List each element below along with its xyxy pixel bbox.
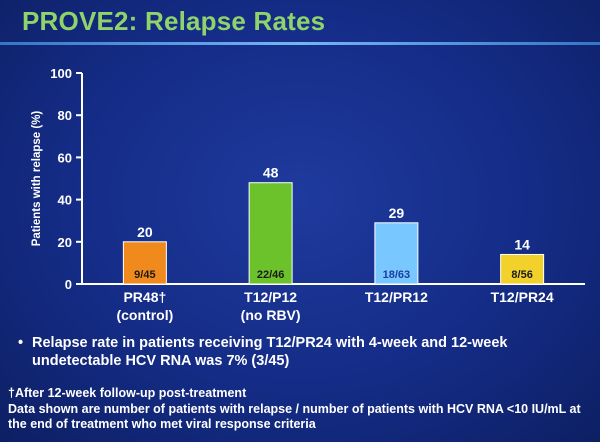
x-tick-label: T12/P12 [244, 289, 297, 305]
bar-value-label: 14 [514, 236, 530, 252]
bar [248, 182, 293, 285]
bar-value-label: 29 [389, 205, 405, 221]
y-tick-label: 80 [58, 108, 72, 123]
y-tick-label: 20 [58, 235, 72, 250]
bar-count-label: 9/45 [134, 269, 155, 281]
bar-count-label: 8/56 [511, 269, 532, 281]
footnotes: †After 12-week follow-up post-treatment … [8, 386, 598, 433]
x-tick-sublabel: (control) [116, 307, 173, 323]
y-tick-label: 100 [50, 66, 72, 81]
footnote-followup: †After 12-week follow-up post-treatment [8, 386, 247, 400]
bar-count-label: 18/63 [383, 269, 411, 281]
bar-count-label: 22/46 [257, 269, 285, 281]
y-tick-label: 40 [58, 193, 72, 208]
bar-value-label: 20 [137, 224, 153, 240]
y-tick-label: 60 [58, 150, 72, 165]
bullet-point: • Relapse rate in patients receiving T12… [18, 334, 578, 370]
footnote-definition: Data shown are number of patients with r… [8, 401, 581, 432]
bar [374, 222, 419, 285]
bar [122, 241, 167, 285]
y-tick-label: 0 [65, 277, 72, 292]
title-divider [0, 42, 600, 45]
bar [500, 253, 545, 285]
bar-value-label: 48 [263, 165, 279, 181]
x-tick-label: PR48† [123, 289, 166, 305]
bullet-text: Relapse rate in patients receiving T12/P… [32, 335, 508, 369]
bullet-marker: • [18, 335, 24, 351]
x-tick-sublabel: (no RBV) [241, 307, 301, 323]
y-axis-label: Patients with relapse (%) [31, 111, 43, 247]
x-tick-label: T12/PR24 [491, 289, 554, 305]
x-tick-label: T12/PR12 [365, 289, 428, 305]
relapse-bar-chart: 0 20 40 60 80 100 Patients with relapse (%) 20 9… [31, 66, 585, 323]
slide-title: PROVE2: Relapse Rates [22, 6, 326, 36]
